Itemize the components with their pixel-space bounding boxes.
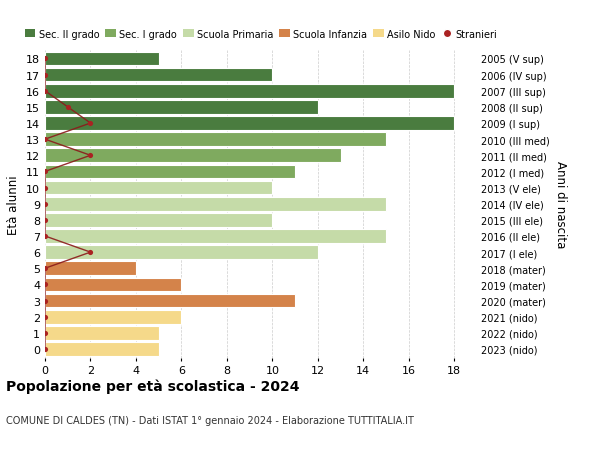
Bar — [45, 197, 386, 211]
Point — [86, 152, 95, 160]
Bar — [45, 181, 272, 195]
Bar — [45, 213, 272, 227]
Point — [40, 217, 50, 224]
Point — [40, 313, 50, 321]
Point — [86, 120, 95, 128]
Y-axis label: Anni di nascita: Anni di nascita — [554, 161, 566, 248]
Bar — [45, 52, 158, 66]
Point — [40, 233, 50, 240]
Point — [40, 265, 50, 272]
Point — [40, 297, 50, 304]
Point — [40, 168, 50, 176]
Bar — [45, 117, 454, 131]
Point — [40, 346, 50, 353]
Bar — [45, 149, 341, 163]
Bar — [45, 246, 318, 259]
Point — [40, 201, 50, 208]
Text: Popolazione per età scolastica - 2024: Popolazione per età scolastica - 2024 — [6, 379, 299, 393]
Bar — [45, 294, 295, 308]
Bar — [45, 68, 272, 82]
Bar — [45, 230, 386, 243]
Point — [40, 88, 50, 95]
Point — [40, 72, 50, 79]
Point — [86, 249, 95, 256]
Bar — [45, 278, 181, 291]
Bar — [45, 101, 318, 114]
Point — [40, 56, 50, 63]
Y-axis label: Età alunni: Età alunni — [7, 174, 20, 234]
Legend: Sec. II grado, Sec. I grado, Scuola Primaria, Scuola Infanzia, Asilo Nido, Stran: Sec. II grado, Sec. I grado, Scuola Prim… — [25, 29, 497, 39]
Bar — [45, 342, 158, 356]
Point — [40, 185, 50, 192]
Bar — [45, 85, 454, 98]
Bar — [45, 262, 136, 275]
Bar — [45, 326, 158, 340]
Bar — [45, 133, 386, 147]
Text: COMUNE DI CALDES (TN) - Dati ISTAT 1° gennaio 2024 - Elaborazione TUTTITALIA.IT: COMUNE DI CALDES (TN) - Dati ISTAT 1° ge… — [6, 415, 414, 425]
Point — [40, 136, 50, 144]
Bar — [45, 310, 181, 324]
Point — [40, 330, 50, 337]
Point — [40, 281, 50, 288]
Point — [63, 104, 73, 112]
Bar — [45, 165, 295, 179]
